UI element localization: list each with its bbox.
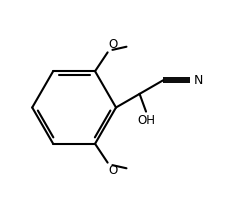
Text: O: O (108, 38, 117, 51)
Text: OH: OH (137, 114, 155, 127)
Text: O: O (108, 164, 117, 177)
Text: N: N (193, 74, 202, 87)
